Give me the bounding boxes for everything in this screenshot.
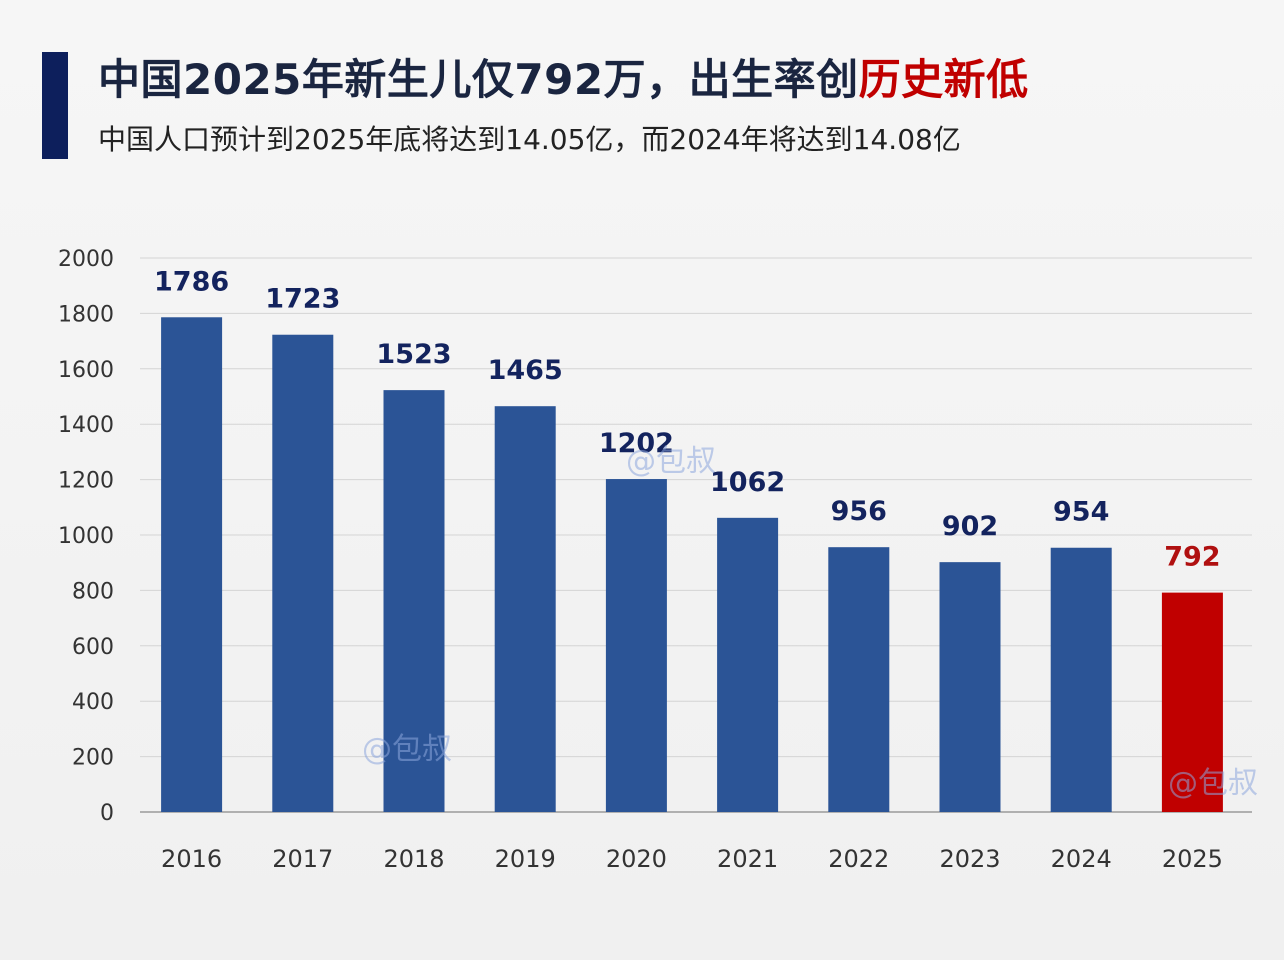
x-tick-label: 2022 (828, 845, 889, 873)
x-tick-label: 2016 (161, 845, 222, 873)
y-tick-label: 200 (72, 746, 114, 771)
bar (939, 562, 1001, 812)
data-label: 1723 (265, 284, 340, 315)
y-tick-label: 1200 (58, 469, 114, 494)
data-label: 1786 (154, 266, 229, 297)
bar (1161, 592, 1223, 812)
x-tick-label: 2021 (717, 845, 778, 873)
x-tick-label: 2020 (606, 845, 667, 873)
x-tick-label: 2025 (1162, 845, 1223, 873)
data-label: 956 (831, 496, 887, 527)
watermark: @包叔 (626, 444, 716, 479)
data-label: 1465 (488, 355, 563, 386)
y-tick-label: 800 (72, 579, 114, 604)
y-tick-label: 600 (72, 635, 114, 660)
y-tick-label: 400 (72, 690, 114, 715)
y-tick-label: 2000 (58, 247, 114, 272)
x-tick-label: 2019 (495, 845, 556, 873)
bar (717, 517, 779, 812)
data-label: 1062 (710, 467, 785, 498)
bar (1050, 547, 1112, 812)
y-tick-label: 1600 (58, 358, 114, 383)
data-label: 792 (1164, 542, 1220, 573)
y-tick-label: 1800 (58, 302, 114, 327)
y-tick-label: 1000 (58, 524, 114, 549)
data-label: 902 (942, 511, 998, 542)
title-accent-bar (42, 52, 68, 159)
watermark: @包叔 (1168, 766, 1258, 801)
chart-title-highlight: 历史新低 (858, 55, 1029, 104)
x-tick-label: 2017 (272, 845, 333, 873)
watermark: @包叔 (362, 732, 452, 767)
data-label: 954 (1053, 497, 1109, 528)
chart-subtitle: 中国人口预计到2025年底将达到14.05亿，而2024年将达到14.08亿 (98, 123, 961, 156)
y-tick-label: 0 (100, 801, 114, 826)
bar (272, 334, 334, 812)
bar (828, 547, 890, 812)
bar (383, 390, 445, 812)
data-label: 1202 (599, 428, 674, 459)
x-tick-label: 2023 (939, 845, 1000, 873)
data-label: 1523 (376, 339, 451, 370)
bar (494, 406, 556, 812)
bar (161, 317, 223, 812)
chart-title: 中国2025年新生儿仅792万，出生率创历史新低 (98, 46, 1029, 107)
x-tick-label: 2024 (1051, 845, 1112, 873)
chart-title-main: 中国2025年新生儿仅792万，出生率创 (98, 55, 859, 104)
bar (605, 479, 667, 812)
x-tick-label: 2018 (383, 845, 444, 873)
y-tick-label: 1400 (58, 413, 114, 438)
